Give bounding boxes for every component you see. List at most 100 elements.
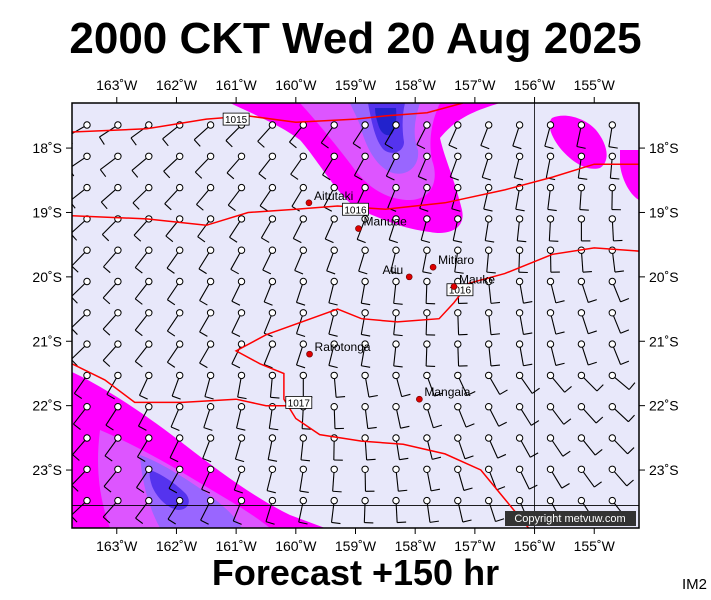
wind-barb [168,465,184,494]
wind-barb [515,309,533,336]
wind-barb [390,246,400,275]
wind-barb [196,183,215,211]
wind-barb [298,496,308,525]
wind-barb [454,496,472,523]
wind-barb [199,340,215,369]
wind-barb [420,215,431,244]
wind-barb [577,465,602,488]
wind-barb [199,277,215,306]
wind-barb [608,434,635,455]
wind-barb [608,215,623,242]
wind-barb [485,496,505,523]
wind-barb [230,246,246,275]
wind-barb [454,340,468,367]
wind-barb [423,403,443,429]
wind-barb [513,152,524,181]
wind-barb [454,403,475,428]
wind-barb [515,340,533,367]
lat-label-right: 21˚S [649,333,679,349]
wind-barb [454,465,473,491]
wind-barb [193,121,215,147]
wind-barb [577,403,604,424]
wind-barb [167,496,184,525]
wind-barb [577,371,604,392]
wind-barb [608,403,635,423]
wind-barb [352,121,369,149]
wind-barb [139,371,153,400]
wind-barb [361,403,377,430]
wind-barb [231,309,246,338]
wind-barb [166,309,184,337]
wind-barb [454,371,476,396]
wind-barb [360,340,371,368]
wind-barb [423,465,441,492]
place-name: Manuae [363,215,407,229]
wind-barb [163,152,184,179]
wind-barb [451,183,462,212]
lon-label-top: 163˚W [96,77,138,93]
wind-barb [546,309,565,335]
wind-barb [201,465,215,494]
wind-barb [416,121,431,150]
lon-label-top: 156˚W [514,77,556,93]
wind-barb [361,496,374,524]
wind-barb [546,340,565,366]
lon-label-top: 159˚W [335,77,377,93]
wind-barb [105,403,122,431]
map-title: 2000 CKT Wed 20 Aug 2025 [69,14,642,63]
map-grid [72,103,639,528]
wind-barb [577,152,588,180]
wind-barb [515,403,540,426]
wind-barb [320,121,338,149]
wind-barb [72,277,91,304]
wind-barb [166,340,184,368]
rain-blob-east-edge [620,150,639,200]
wind-barb [608,152,620,180]
place-dot [429,263,437,271]
wind-barb [454,434,474,460]
wind-barb [481,152,493,181]
wind-barb [260,215,277,243]
place-dot [450,283,458,290]
lon-label-top: 162˚W [156,77,198,93]
place-dot [355,225,362,232]
lat-label-left: 20˚S [32,269,62,285]
wind-barb [291,183,307,212]
lat-label-right: 18˚S [649,140,679,156]
wind-barb [294,246,307,275]
wind-barb [295,340,307,369]
rain-overlay [72,103,639,528]
wind-barb [392,340,403,368]
wind-barb [608,309,630,334]
wind-barb [170,403,184,431]
lon-label-bottom: 156˚W [514,538,556,554]
wind-barb [231,277,246,306]
wind-barb [169,434,184,463]
wind-barb [392,403,410,429]
wind-barb [323,183,338,212]
wind-barb [229,215,246,243]
wind-barb [423,434,442,460]
wind-barb [545,152,556,181]
place-name: Atiu [383,263,404,277]
lat-label-right: 22˚S [649,398,679,414]
wind-barb [72,121,91,145]
wind-barb [322,152,338,181]
axis-ticks: 163˚W 163˚W 162˚W 162˚W 161˚W 161˚W 160˚W 160˚W… [32,77,678,554]
wind-barb [233,465,246,494]
wind-barb [166,277,184,306]
lon-label-bottom: 155˚W [574,538,616,554]
wind-barb [236,403,246,431]
wind-barb [608,121,618,149]
lon-label-bottom: 157˚W [454,538,496,554]
wind-barb [131,152,153,178]
lat-label-left: 22˚S [32,398,62,414]
wind-barb [546,371,572,393]
wind-barb [512,121,524,150]
wind-barb [134,246,153,274]
wind-barb [360,309,371,337]
wind-barb [546,215,559,242]
wind-barb [515,215,527,243]
wind-barb [70,529,90,553]
wind-barb [100,183,122,210]
